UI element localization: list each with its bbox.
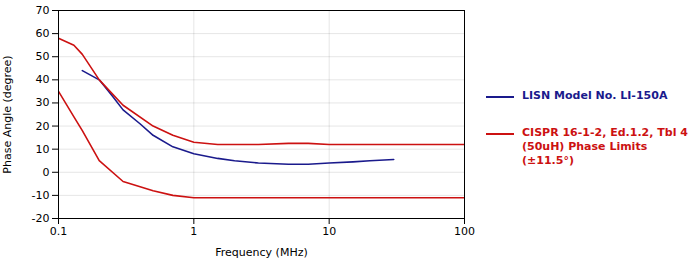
svg-text:10: 10 bbox=[36, 143, 50, 156]
svg-text:30: 30 bbox=[36, 96, 50, 109]
svg-text:0.1: 0.1 bbox=[50, 225, 68, 238]
svg-text:60: 60 bbox=[36, 27, 50, 40]
svg-text:Frequency (MHz): Frequency (MHz) bbox=[215, 246, 307, 259]
html-text:LISN Model No. LI-150A: LISN Model No. LI-150A bbox=[522, 89, 668, 103]
svg-text:Phase Angle (degree): Phase Angle (degree) bbox=[1, 55, 14, 173]
svg-text:100: 100 bbox=[454, 225, 475, 238]
svg-text:50: 50 bbox=[36, 50, 50, 63]
svg-text:20: 20 bbox=[36, 120, 50, 133]
svg-text:-10: -10 bbox=[32, 189, 50, 202]
svg-text:0: 0 bbox=[43, 166, 50, 179]
svg-text:70: 70 bbox=[36, 4, 50, 17]
svg-text:-20: -20 bbox=[32, 212, 50, 225]
svg-text:40: 40 bbox=[36, 73, 50, 86]
svg-text:10: 10 bbox=[322, 225, 336, 238]
svg-text:1: 1 bbox=[190, 225, 197, 238]
html-text:CISPR 16-1-2, Ed.1.2, Tbl 4 (5: CISPR 16-1-2, Ed.1.2, Tbl 4 (50uH) Phase… bbox=[522, 125, 688, 168]
